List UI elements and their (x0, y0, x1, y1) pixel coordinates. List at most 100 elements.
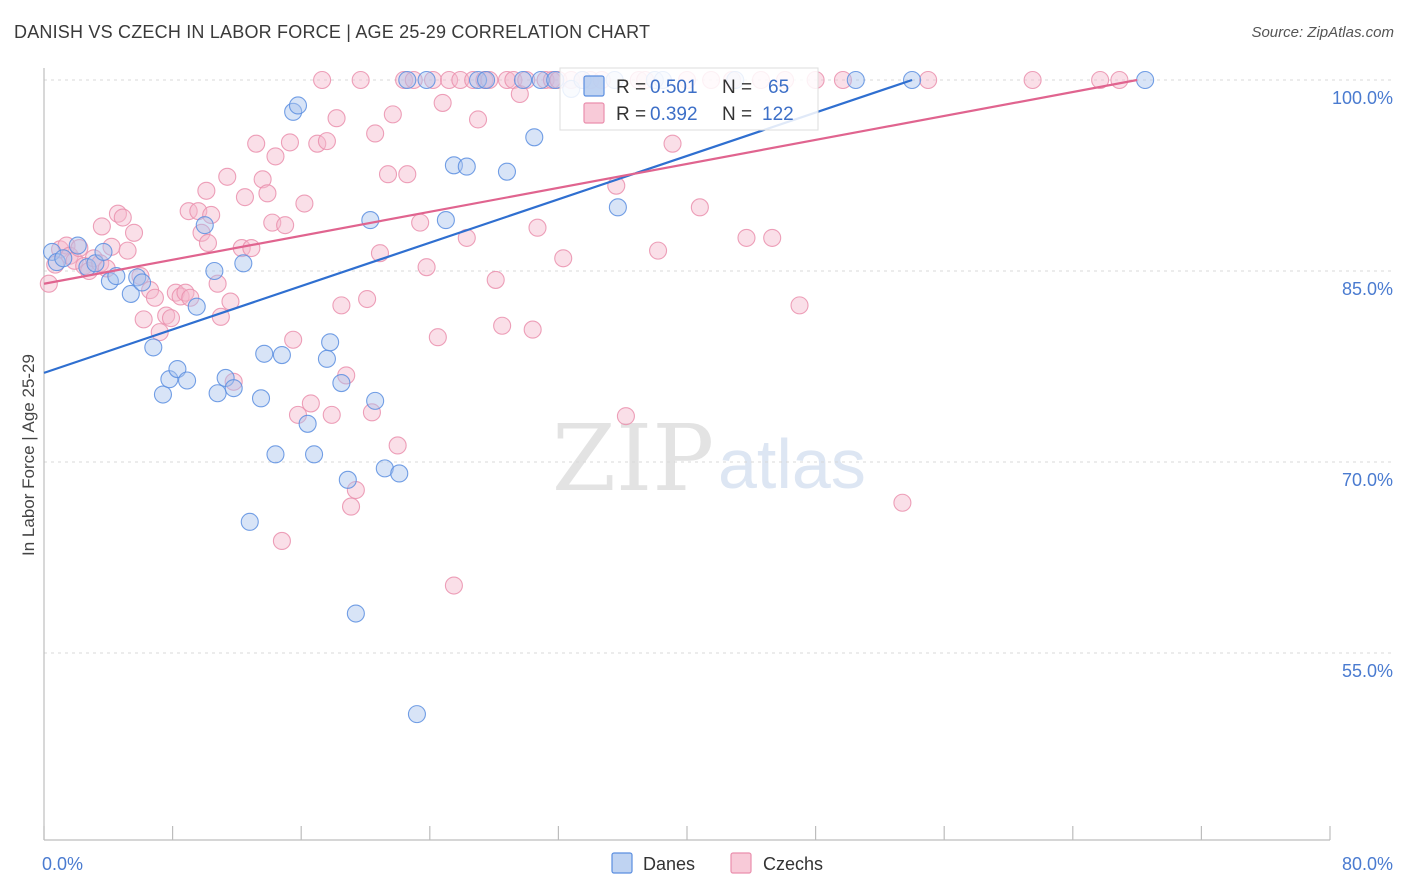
czechs-point (198, 233, 218, 253)
y-tick-label: 55.0% (1342, 661, 1393, 681)
danes-point (128, 268, 147, 287)
czechs-point (1091, 70, 1110, 90)
czechs-point (253, 170, 272, 189)
czechs-point (124, 223, 144, 242)
danes-point (436, 211, 455, 230)
danes-point (846, 70, 865, 90)
czechs-point (295, 194, 314, 213)
czechs-point (113, 208, 132, 227)
czechs-point (497, 70, 517, 90)
legend-r-value-danes: 0.501 (650, 77, 698, 98)
danes-point (513, 70, 533, 90)
danes-point (68, 236, 87, 255)
czechs-point (1023, 70, 1042, 90)
czechs-point (276, 216, 295, 235)
czechs-point (528, 218, 547, 237)
czechs-point (358, 289, 377, 309)
legend-n-label-danes: N = (722, 77, 752, 98)
czechs-point (468, 110, 488, 129)
czechs-point (332, 296, 351, 315)
danes-point (94, 242, 113, 261)
czechs-point (322, 405, 341, 424)
danes-point (42, 242, 62, 261)
danes-point (525, 128, 544, 147)
danes-point (317, 349, 336, 368)
czechs-point (247, 134, 266, 153)
czechs-point (118, 241, 137, 260)
legend-n-value-danes: 65 (768, 77, 789, 98)
czechs-point (258, 184, 277, 203)
czechs-point (317, 132, 336, 151)
czechs-point (157, 306, 176, 325)
danes-point (531, 70, 550, 90)
czechs-point (378, 165, 398, 184)
czechs-point (444, 576, 463, 595)
czechs-point (383, 105, 402, 124)
czechs-point (649, 241, 668, 260)
danes-point (272, 345, 291, 365)
danes-point (298, 414, 317, 433)
danes-point (417, 70, 436, 90)
czechs-point (451, 70, 470, 90)
danes-point (390, 464, 409, 483)
grid-lines (44, 79, 1394, 654)
czechs-point (388, 436, 407, 455)
watermark-atlas: atlas (718, 425, 866, 503)
danes-point (234, 254, 253, 273)
axes (43, 68, 1331, 841)
czechs-point (763, 228, 782, 247)
legend-r-label-danes: R = (616, 77, 646, 98)
czechs-point (181, 288, 200, 307)
czechs-point (235, 188, 254, 207)
czechs-point (362, 403, 381, 422)
danes-point (144, 338, 163, 357)
czechs-point (893, 493, 912, 512)
danes-point (332, 374, 351, 393)
danes-point (1136, 70, 1155, 90)
czechs-point (280, 133, 299, 152)
czechs-point (919, 70, 938, 90)
danes-point (346, 604, 365, 623)
danes-point (224, 379, 243, 398)
legend-swatch-czechs (583, 102, 605, 124)
czechs-point (145, 288, 164, 307)
czechs-point (417, 258, 436, 277)
danes-point (54, 249, 73, 268)
czechs-point (428, 328, 447, 347)
x-tick-label: 0.0% (42, 854, 83, 874)
czechs-point (833, 70, 852, 90)
czechs-point (176, 283, 195, 302)
danes-point (240, 512, 259, 531)
danes-point (497, 162, 517, 181)
danes-point (457, 157, 476, 176)
chart-title: DANISH VS CZECH IN LABOR FORCE | AGE 25-… (14, 22, 651, 42)
legend-r-label-czechs: R = (616, 104, 646, 125)
series-legend: Danes Czechs (611, 852, 823, 874)
danes-point (133, 273, 152, 292)
czechs-point (134, 310, 153, 329)
danes-point (398, 70, 417, 90)
czechs-point (197, 181, 216, 200)
danes-point (208, 384, 227, 403)
czechs-point (202, 205, 221, 225)
czechs-point (284, 330, 303, 349)
czechs-point (266, 147, 285, 166)
source-credit: Source: ZipAtlas.com (1251, 24, 1394, 41)
czechs-point (313, 70, 332, 90)
czechs-point (341, 497, 361, 516)
czechs-point (737, 228, 756, 247)
czechs-point (366, 124, 385, 143)
x-tick-label: 80.0% (1342, 854, 1393, 874)
x-tick-labels: 0.0% 80.0% (42, 854, 1393, 874)
danes-point (178, 371, 197, 390)
danes-point (121, 284, 140, 303)
danes-point (366, 391, 385, 410)
danes-point (477, 70, 496, 90)
czechs-point (242, 239, 261, 258)
danes-points (42, 70, 1155, 724)
czechs-point (301, 394, 320, 413)
czechs-point (523, 320, 542, 339)
series-legend-label-czechs: Czechs (763, 854, 823, 874)
y-axis-label: In Labor Force | Age 25-29 (19, 354, 38, 556)
